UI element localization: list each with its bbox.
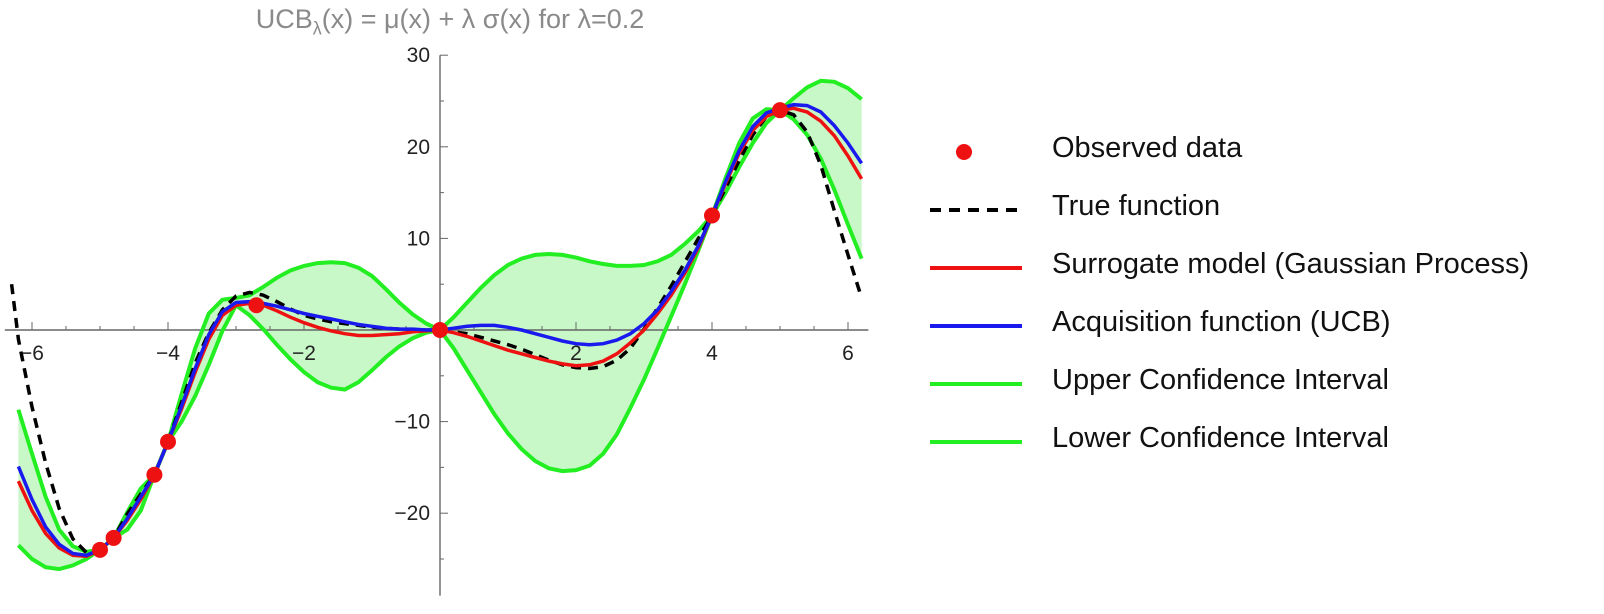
legend-label-observed: Observed data (1052, 132, 1243, 164)
legend-symbol-acquisition (930, 324, 1022, 328)
observed-points-layer (92, 102, 788, 558)
chart-plot-area: −6 −4 −2 2 4 6 −20 −10 10 20 30 (4, 44, 869, 596)
legend-symbol-observed (956, 144, 972, 160)
legend-item-lower-ci: Lower Confidence Interval (930, 418, 1590, 458)
observed-data-point (146, 466, 163, 483)
legend-label-surrogate: Surrogate model (Gaussian Process) (1052, 248, 1530, 280)
y-tick-label: 30 (407, 44, 430, 67)
x-tick-label: −4 (156, 342, 180, 365)
observed-data-point (92, 541, 108, 558)
observed-data-point (248, 297, 265, 314)
x-tick-label: −2 (292, 342, 316, 365)
observed-data-point (772, 102, 788, 119)
title-body: (x) = μ(x) + λ σ(x) for λ=0.2 (321, 4, 645, 34)
observed-data-point (704, 207, 720, 224)
title-subscript: λ (312, 18, 322, 39)
observed-data-point (160, 433, 176, 450)
chart-title: UCBλ(x) = μ(x) + λ σ(x) for λ=0.2 (0, 4, 900, 39)
legend-symbol-lower-ci (930, 440, 1022, 444)
x-tick-label: 6 (842, 342, 854, 365)
x-tick-label: −6 (20, 342, 44, 365)
legend-label-true-function: True function (1052, 190, 1221, 222)
legend-label-lower-ci: Lower Confidence Interval (1052, 422, 1389, 454)
y-tick-label: −10 (394, 411, 430, 434)
legend-symbol-true-function (930, 208, 1022, 212)
observed-data-point (105, 529, 122, 546)
y-tick-label: −20 (394, 502, 430, 525)
y-tick-label: 20 (407, 136, 430, 159)
legend-symbol-surrogate (930, 266, 1022, 270)
legend-symbol-upper-ci (930, 382, 1022, 386)
x-tick-label: 4 (706, 342, 718, 365)
legend-item-observed: Observed data (930, 128, 1590, 168)
legend-label-acquisition: Acquisition function (UCB) (1052, 306, 1391, 338)
title-prefix: UCB (255, 4, 313, 34)
legend-label-upper-ci: Upper Confidence Interval (1052, 364, 1389, 396)
x-tick-label: 2 (570, 342, 582, 365)
observed-data-point (432, 322, 448, 338)
y-tick-label: 10 (407, 227, 430, 250)
legend-item-upper-ci: Upper Confidence Interval (930, 360, 1590, 400)
legend-item-true-function: True function (930, 186, 1590, 226)
legend-item-surrogate: Surrogate model (Gaussian Process) (930, 244, 1590, 284)
legend-item-acquisition: Acquisition function (UCB) (930, 302, 1590, 342)
axes-layer: −6 −4 −2 2 4 6 −20 −10 10 20 30 (4, 44, 869, 596)
